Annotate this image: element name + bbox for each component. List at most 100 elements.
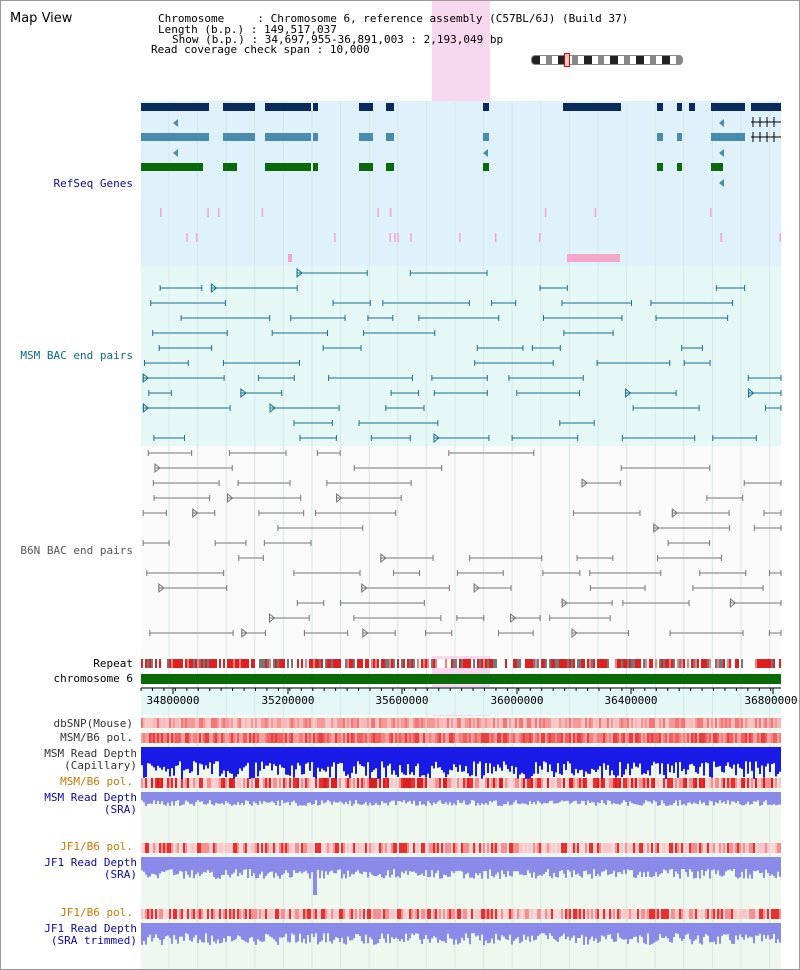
depth-bar [435,747,437,762]
dbsnp-cell [601,718,603,728]
pol-cell [395,733,397,743]
pol-cell [349,778,351,788]
depth-bar [407,923,409,941]
track-label-repeat[interactable]: Repeat [93,657,133,670]
depth-bar [401,747,403,773]
depth-bar [571,792,573,803]
pol-cell [515,843,517,853]
dbsnp-cell [403,718,405,728]
pol-cell [289,778,291,788]
depth-bar [593,857,595,870]
depth-bar [319,923,321,942]
pol-cell [447,733,449,743]
pol-cell [527,778,529,788]
track-label-jf1-b6-pol-2[interactable]: JF1/B6 pol. [60,906,133,919]
gene-block [483,103,489,111]
depth-bar [413,792,415,801]
track-label-dbsnp[interactable]: dbSNP(Mouse) [53,717,133,730]
track-label-msm-bac[interactable]: MSM BAC end pairs [20,349,133,362]
track-label-jf1-b6-pol-1[interactable]: JF1/B6 pol. [60,840,133,853]
pol-cell [667,843,669,853]
dbsnp-cell [195,718,197,728]
repeat-mark [411,659,413,668]
pol-cell [777,909,779,919]
track-label-msm-b6-pol-1[interactable]: MSM/B6 pol. [60,731,133,744]
track-label-msm-depth-cap[interactable]: MSM Read Depth (Capillary) [31,748,137,772]
depth-bar [589,747,591,774]
pol-cell [359,843,361,853]
depth-bar [263,857,265,879]
depth-bar [403,792,405,801]
pol-cell [659,843,661,853]
depth-bar [719,747,721,766]
pol-cell [185,843,187,853]
pol-cell [375,843,377,853]
depth-bar [445,747,447,778]
depth-bar [219,923,221,944]
chromosome-ideogram[interactable] [531,55,683,65]
pol-cell [649,909,651,919]
track-label-b6n-bac[interactable]: B6N BAC end pairs [20,544,133,557]
track-label-refseq[interactable]: RefSeq Genes [53,177,133,190]
depth-bar [575,792,577,801]
pol-cell [779,778,781,788]
dbsnp-cell [721,718,723,728]
pol-cell [639,778,641,788]
depth-bar [733,792,735,802]
depth-bar [379,857,381,874]
pol-cell [141,909,143,919]
depth-bar [711,747,713,778]
pol-cell [339,778,341,788]
pol-cell [241,909,243,919]
depth-bar [481,857,483,879]
depth-bar [385,747,387,778]
track-label-msm-depth-sra[interactable]: MSM Read Depth (SRA) [31,792,137,816]
pol-cell [177,909,179,919]
track-label-chromosome[interactable]: chromosome 6 [53,672,133,685]
pol-cell [463,843,465,853]
pol-cell [207,733,209,743]
depth-bar [323,857,325,879]
track-label-jf1-depth-sra[interactable]: JF1 Read Depth (SRA) [31,857,137,881]
depth-bar [289,747,291,776]
dbsnp-cell [419,718,421,728]
depth-bar [419,923,421,940]
dbsnp-cell [595,718,597,728]
depth-bar [481,747,483,779]
depth-bar [385,857,387,876]
pol-cell [361,733,363,743]
repeat-mark [421,659,423,668]
label-line: MSM Read Depth [44,747,137,760]
depth-bar [515,792,517,801]
depth-bar [213,857,215,877]
depth-bar [715,857,717,875]
pol-cell [257,778,259,788]
depth-bar [653,923,655,943]
pol-cell [217,733,219,743]
pol-cell [539,909,541,919]
pol-cell [477,733,479,743]
pol-cell [561,733,563,743]
dbsnp-cell [251,718,253,728]
depth-bar [147,747,149,764]
dbsnp-cell [317,718,319,728]
depth-bar [739,923,741,935]
depth-bar [569,792,571,804]
track-label-jf1-depth-trim[interactable]: JF1 Read Depth (SRA trimmed) [31,923,137,947]
pol-cell [691,909,693,919]
dbsnp-cell [385,718,387,728]
depth-bar [319,857,321,879]
track-label-msm-b6-pol-2[interactable]: MSM/B6 pol. [60,775,133,788]
depth-bar [503,857,505,875]
pol-cell [635,778,637,788]
pol-cell [497,909,499,919]
repeat-mark [485,659,487,668]
depth-bar [579,923,581,939]
dbsnp-cell [439,718,441,728]
pol-cell [547,909,549,919]
pol-cell [341,843,343,853]
ideogram-position-marker[interactable] [564,53,570,67]
depth-bar [745,923,747,935]
depth-bar [247,747,249,763]
